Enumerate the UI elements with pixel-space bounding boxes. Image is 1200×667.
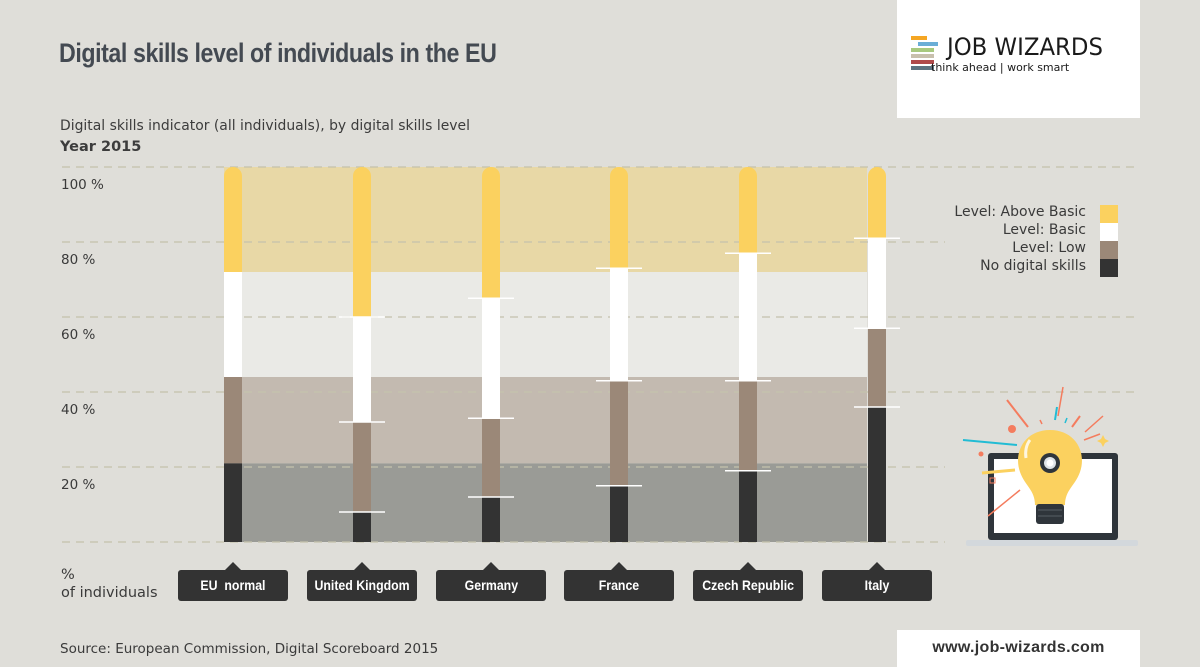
bar-segment-none-4 bbox=[739, 470, 757, 542]
legend-label: Level: Basic bbox=[1002, 222, 1086, 238]
logo[interactable]: JOB WIZARDS think ahead | work smart bbox=[897, 0, 1140, 118]
category-label-text: EU normal bbox=[200, 577, 266, 593]
legend-swatch-none bbox=[1100, 259, 1118, 277]
reference-band-none bbox=[224, 463, 867, 542]
category-label: Germany bbox=[436, 562, 546, 601]
chart-year: Year 2015 bbox=[60, 139, 142, 155]
bar-segment-above_basic-1 bbox=[353, 167, 371, 317]
category-label: EU normal bbox=[178, 562, 288, 601]
category-label: Czech Republic bbox=[693, 562, 803, 601]
reference-band-above_basic bbox=[224, 167, 867, 272]
website-link[interactable]: www.job-wizards.com bbox=[897, 630, 1140, 667]
chart-title: Digital skills level of individuals in t… bbox=[59, 38, 497, 68]
bar-segment-none-5 bbox=[868, 407, 886, 542]
legend-swatch-basic bbox=[1100, 223, 1118, 241]
category-label-text: France bbox=[598, 577, 640, 593]
y-tick-label: 80 % bbox=[61, 252, 96, 268]
bar-segment-above_basic-3 bbox=[610, 167, 628, 269]
bar-segment-above_basic-5 bbox=[868, 167, 886, 239]
category-label: France bbox=[564, 562, 674, 601]
bar-segment-low-0 bbox=[224, 377, 242, 464]
bar-segment-low-2 bbox=[482, 418, 500, 497]
y-tick-label: 20 % bbox=[61, 477, 96, 493]
legend-swatch-above_basic bbox=[1100, 205, 1118, 223]
chart-subtitle: Digital skills indicator (all individual… bbox=[60, 118, 470, 134]
bar-segment-above_basic-4 bbox=[739, 167, 757, 254]
y-axis-title-line-2: of individuals bbox=[61, 585, 158, 601]
bar-segment-low-1 bbox=[353, 422, 371, 512]
bar-segment-basic-5 bbox=[868, 238, 886, 329]
y-axis-title: % of individuals bbox=[61, 566, 158, 602]
reference-band-basic bbox=[224, 272, 867, 377]
logo-name: JOB WIZARDS bbox=[947, 33, 1103, 61]
bar-segment-basic-4 bbox=[739, 253, 757, 381]
bar-segment-above_basic-0 bbox=[224, 167, 242, 272]
category-label: United Kingdom bbox=[307, 562, 417, 601]
logo-tagline: think ahead | work smart bbox=[931, 61, 1070, 74]
bar-segment-low-4 bbox=[739, 380, 757, 471]
bar-segment-none-1 bbox=[353, 512, 371, 542]
legend-swatch-low bbox=[1100, 241, 1118, 259]
category-label: Italy bbox=[822, 562, 932, 601]
category-label-text: Czech Republic bbox=[702, 577, 794, 593]
category-label-text: Italy bbox=[864, 577, 890, 593]
bar-segment-basic-0 bbox=[224, 272, 242, 377]
y-axis-title-line-1: % bbox=[61, 567, 75, 583]
website-url[interactable]: www.job-wizards.com bbox=[932, 639, 1105, 656]
source-note: Source: European Commission, Digital Sco… bbox=[60, 641, 439, 657]
lightbulb-laptop-icon bbox=[962, 386, 1138, 546]
bar-segment-low-5 bbox=[868, 328, 886, 407]
legend-label: No digital skills bbox=[980, 258, 1086, 274]
bar-segment-basic-3 bbox=[610, 268, 628, 381]
y-tick-label: 40 % bbox=[61, 402, 96, 418]
reference-band-low bbox=[224, 377, 867, 464]
bar-segment-none-0 bbox=[224, 463, 242, 542]
bar-segment-basic-1 bbox=[353, 317, 371, 422]
legend-label: Level: Above Basic bbox=[954, 204, 1086, 220]
bar-segment-basic-2 bbox=[482, 298, 500, 419]
category-label-text: Germany bbox=[464, 577, 518, 593]
bar-segment-none-2 bbox=[482, 497, 500, 542]
category-label-text: United Kingdom bbox=[314, 577, 410, 593]
y-tick-label: 100 % bbox=[61, 177, 104, 193]
bar-segment-none-3 bbox=[610, 485, 628, 542]
legend-label: Level: Low bbox=[1012, 240, 1086, 256]
y-tick-label: 60 % bbox=[61, 327, 96, 343]
bar-segment-low-3 bbox=[610, 380, 628, 486]
bar-segment-above_basic-2 bbox=[482, 167, 500, 299]
